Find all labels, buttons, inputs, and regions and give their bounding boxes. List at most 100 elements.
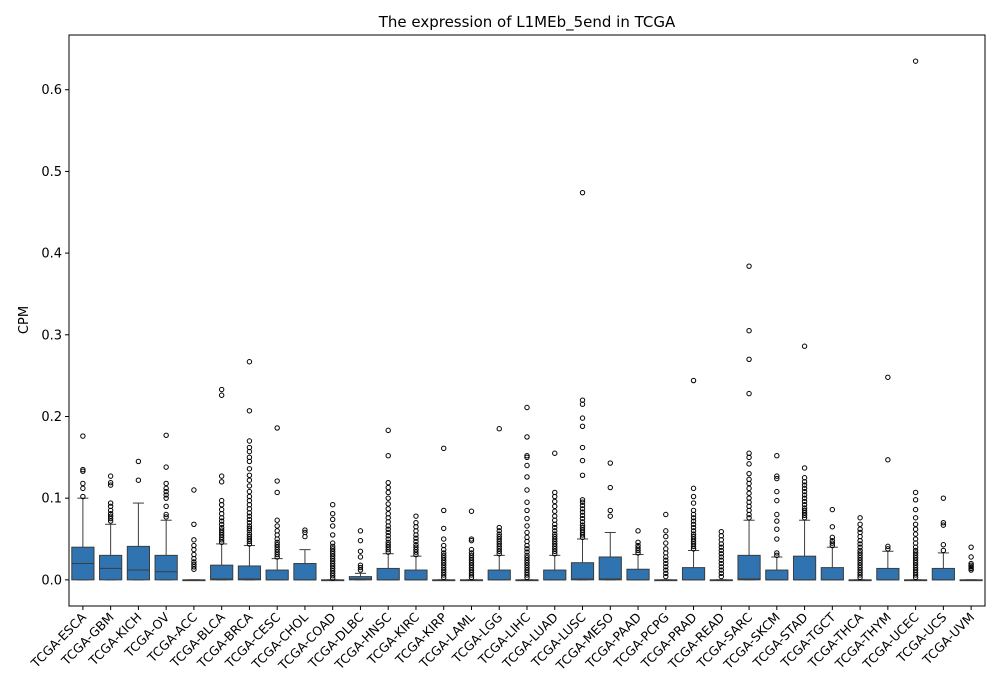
outlier-point [524,523,530,529]
outlier-point [441,542,447,549]
outlier-point [163,503,169,510]
outlier-point [135,458,142,465]
outlier-point [552,450,558,456]
box-iqr [792,555,817,581]
y-tick-label: 0.3 [41,328,62,343]
outlier-point [552,531,558,537]
outlier-point [246,408,253,414]
outlier-point [218,473,225,479]
box-group [71,433,95,581]
outlier-point [468,555,475,561]
outlier-point [857,526,863,532]
outlier-point [329,568,336,574]
box-group [487,426,511,581]
outlier-point [524,452,530,459]
outlier-point [690,533,697,540]
outlier-point [218,506,225,513]
outlier-point [191,551,197,558]
outlier-point [246,531,253,537]
outlier-point [690,507,697,514]
outlier-point [524,567,530,573]
outlier-point [912,572,919,578]
outlier-point [496,426,502,432]
outlier-point [218,539,225,545]
outlier-point [746,476,752,483]
outlier-point [552,498,558,505]
outlier-point [80,485,86,492]
outlier-point [690,538,697,545]
outlier-point [329,551,336,557]
outlier-point [801,482,808,488]
outlier-point [552,489,558,496]
box-group [931,495,955,581]
outlier-point [524,555,530,561]
outlier-point [718,570,725,577]
outlier-point [107,479,114,486]
outlier-point [801,498,808,505]
outlier-point [468,572,475,578]
y-tick-label: 0.4 [41,247,62,262]
outlier-point [607,507,613,514]
box-iqr [404,569,428,581]
box-group [765,452,789,581]
outlier-point [274,549,280,555]
outlier-point [552,508,558,514]
outlier-point [524,560,530,566]
outlier-point [746,263,752,269]
outlier-point [857,547,863,554]
outlier-point [385,427,391,434]
outlier-point [912,555,919,561]
outlier-point [441,564,447,571]
box-iqr [210,564,234,581]
outlier-point [718,554,725,560]
outlier-point [912,569,919,576]
outlier-point [357,548,364,554]
outlier-point [663,560,669,567]
box-group [154,432,178,581]
outlier-point [718,560,725,567]
outlier-point [857,557,863,563]
outlier-point [246,533,253,540]
outlier-point [191,564,197,570]
outlier-point [857,562,863,568]
outlier-point [524,534,530,541]
outlier-point [163,464,169,470]
box-group [876,374,900,581]
outlier-point [690,521,697,528]
box-iqr [543,569,567,581]
outlier-point [524,564,530,571]
box-group [182,487,206,582]
box-group [626,528,650,581]
box-group [321,502,345,582]
outlier-point [329,555,336,562]
outlier-point [246,541,253,547]
outlier-point [579,499,586,505]
outlier-point [441,574,447,581]
box-iqr [265,569,289,581]
outlier-point [774,550,780,556]
outlier-point [718,544,725,550]
outlier-point [468,574,475,581]
outlier-point [246,523,253,529]
outlier-point [385,452,391,459]
outlier-point [524,569,530,576]
outlier-point [107,510,114,517]
outlier-point [329,575,336,581]
outlier-point [552,536,558,542]
outlier-point [80,468,86,474]
outlier-point [302,527,308,533]
outlier-point [968,565,974,572]
outlier-point [635,528,641,534]
outlier-point [940,542,947,548]
outlier-point [857,521,863,528]
outlier-point [774,526,780,532]
outlier-point [579,524,586,531]
outlier-point [857,515,863,521]
outlier-point [579,509,586,515]
outlier-point [968,562,974,568]
outlier-point [496,536,502,542]
outlier-point [80,480,86,487]
box-group [432,445,456,582]
outlier-point [246,477,253,483]
outlier-point [968,544,974,550]
